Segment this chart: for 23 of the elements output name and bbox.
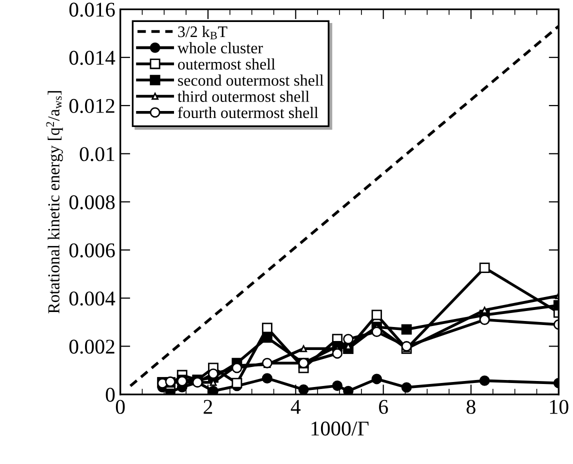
x-tick-label: 0: [116, 400, 125, 414]
x-tick-label: 6: [379, 400, 388, 414]
y-tick-label: 0.014: [69, 50, 116, 65]
y-tick-label: 0.008: [69, 195, 115, 210]
x-tick-label: 8: [466, 400, 476, 414]
y-tick-label: 0: [106, 388, 115, 402]
legend-label: second outermost shell: [178, 74, 324, 86]
x-tick-label: 4: [290, 400, 301, 414]
x-tick-label: 2: [204, 400, 212, 414]
x-axis-title: 1000/Γ: [312, 422, 369, 436]
y-axis-title: Rotational kinetic energy [q$^{2}$/a$_{ws}$]: [46, 91, 63, 314]
y-tick-label: 0.002: [69, 340, 114, 354]
legend-label: third outermost shell: [178, 90, 310, 102]
legend-label: fourth outermost shell: [178, 106, 318, 118]
y-tick-label: 0.012: [69, 98, 114, 114]
y-tick-label: 0.006: [69, 243, 115, 258]
legend-label: whole cluster: [177, 42, 263, 54]
y-tick-label: 0.016: [69, 2, 115, 17]
y-tick-label: 0.01: [80, 147, 114, 162]
legend-label: 3/2 k$_{B}$T: [178, 26, 228, 40]
y-tick-label: 0.004: [69, 291, 116, 306]
legend-label: outermost shell: [178, 58, 276, 70]
x-tick-label: 10: [550, 400, 568, 414]
